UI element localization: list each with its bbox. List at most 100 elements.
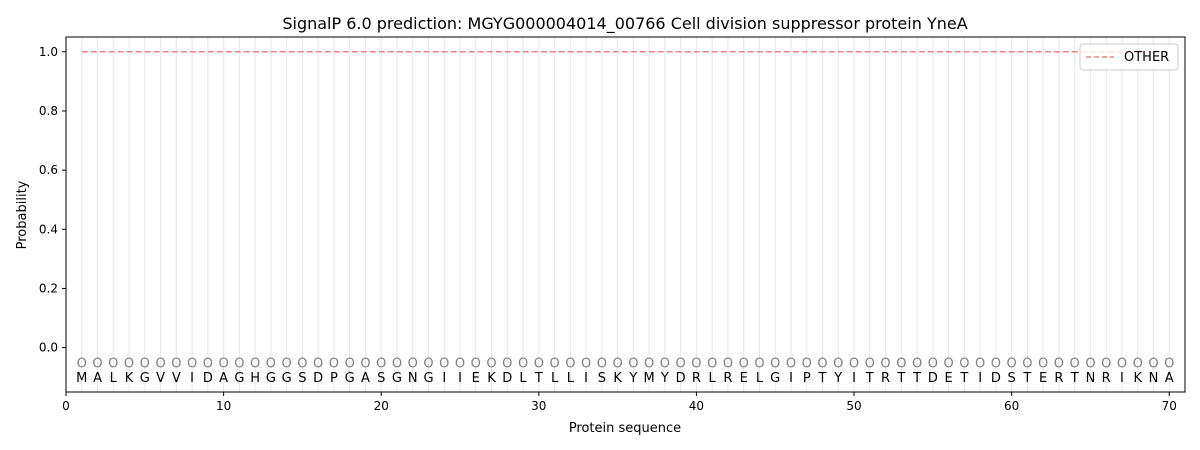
sequence-letter: S: [1008, 371, 1016, 386]
predicted-label: O: [644, 356, 654, 371]
predicted-label: O: [849, 356, 859, 371]
sequence-letter: G: [770, 371, 780, 386]
predicted-label: O: [628, 356, 638, 371]
sequence-letter: Y: [628, 371, 637, 386]
sequence-letter: Y: [660, 371, 669, 386]
predicted-label: O: [455, 356, 465, 371]
predicted-label: O: [218, 356, 228, 371]
sequence-letter: E: [1039, 371, 1047, 386]
predicted-label: O: [1070, 356, 1080, 371]
sequence-letter: K: [487, 371, 496, 386]
sequence-letter: A: [219, 371, 228, 386]
y-tick-label: 1.0: [39, 45, 58, 59]
sequence-letter: I: [458, 371, 462, 386]
y-tick-label: 0.8: [39, 104, 58, 118]
sequence-letter: L: [567, 371, 575, 386]
sequence-letter: I: [789, 371, 793, 386]
predicted-label: O: [660, 356, 670, 371]
predicted-label: O: [1085, 356, 1095, 371]
predicted-label: O: [360, 356, 370, 371]
predicted-label: O: [297, 356, 307, 371]
predicted-label: O: [975, 356, 985, 371]
predicted-label: O: [171, 356, 181, 371]
predicted-label: O: [486, 356, 496, 371]
legend: OTHER: [1079, 43, 1179, 71]
sequence-letter: E: [944, 371, 952, 386]
predicted-label: O: [1148, 356, 1158, 371]
sequence-letter: N: [1086, 371, 1096, 386]
predicted-label: O: [723, 356, 733, 371]
predicted-label: O: [991, 356, 1001, 371]
sequence-letter: G: [234, 371, 244, 386]
predicted-label: O: [817, 356, 827, 371]
sequence-letter: V: [172, 371, 181, 386]
sequence-letter: L: [709, 371, 717, 386]
sequence-letter: A: [361, 371, 370, 386]
x-tick-label: 10: [216, 399, 231, 413]
predicted-label: O: [1101, 356, 1111, 371]
predicted-label: O: [234, 356, 244, 371]
x-tick-label: 30: [531, 399, 546, 413]
predicted-label: O: [1022, 356, 1032, 371]
predicted-label: O: [77, 356, 87, 371]
sequence-letter: P: [330, 371, 338, 386]
predicted-label: O: [754, 356, 764, 371]
predicted-label: O: [943, 356, 953, 371]
predicted-label: O: [1007, 356, 1017, 371]
sequence-letter: K: [1133, 371, 1142, 386]
x-tick-label: 50: [846, 399, 861, 413]
predicted-label: O: [565, 356, 575, 371]
predicted-label: O: [282, 356, 292, 371]
predicted-label: O: [266, 356, 276, 371]
sequence-letter: D: [313, 371, 323, 386]
sequence-letter: E: [740, 371, 748, 386]
sequence-letter: G: [423, 371, 433, 386]
sequence-letter: A: [93, 371, 102, 386]
sequence-letter: N: [408, 371, 418, 386]
sequence-letter: D: [203, 371, 213, 386]
sequence-letter: I: [1120, 371, 1124, 386]
predicted-label: O: [739, 356, 749, 371]
sequence-letter: I: [190, 371, 194, 386]
predicted-label: O: [613, 356, 623, 371]
predicted-label: O: [581, 356, 591, 371]
predicted-label: O: [250, 356, 260, 371]
sequence-letter: P: [803, 371, 811, 386]
sequence-letter: M: [76, 371, 87, 386]
predicted-label: O: [959, 356, 969, 371]
predicted-label: O: [802, 356, 812, 371]
sequence-letter: K: [125, 371, 134, 386]
sequence-letter: G: [282, 371, 292, 386]
predicted-label: O: [786, 356, 796, 371]
y-tick-label: 0.6: [39, 163, 58, 177]
predicted-label: O: [707, 356, 717, 371]
y-tick-label: 0.2: [39, 281, 58, 295]
x-axis-label: Protein sequence: [569, 421, 681, 436]
predicted-label: O: [896, 356, 906, 371]
predicted-label: O: [140, 356, 150, 371]
predicted-label: O: [833, 356, 843, 371]
predicted-label: O: [155, 356, 165, 371]
sequence-letter: T: [865, 371, 874, 386]
sequence-letter: R: [881, 371, 890, 386]
sequence-letter: R: [1102, 371, 1111, 386]
plot-frame: [65, 36, 1186, 393]
predicted-label: O: [597, 356, 607, 371]
sequence-letter: M: [644, 371, 655, 386]
predicted-label: O: [534, 356, 544, 371]
chart-title: SignalP 6.0 prediction: MGYG000004014_00…: [282, 14, 967, 34]
predicted-label: O: [329, 356, 339, 371]
sequence-letter: K: [613, 371, 622, 386]
sequence-letter: D: [991, 371, 1001, 386]
predicted-label: O: [187, 356, 197, 371]
predicted-label: O: [676, 356, 686, 371]
predicted-label: O: [376, 356, 386, 371]
sequence-letter: G: [345, 371, 355, 386]
sequence-letter: Y: [833, 371, 842, 386]
sequence-letter: L: [756, 371, 764, 386]
x-tick-label: 60: [1004, 399, 1019, 413]
y-axis-ticks: 0.0 0.2 0.4 0.6 0.8 1.0: [39, 45, 66, 355]
